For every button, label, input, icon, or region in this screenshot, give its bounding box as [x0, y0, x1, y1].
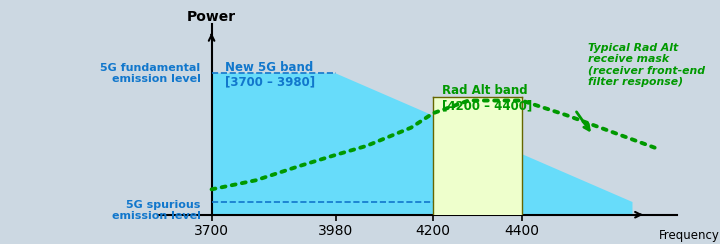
- Text: New 5G band
[3700 – 3980]: New 5G band [3700 – 3980]: [225, 61, 315, 89]
- Text: Power: Power: [187, 10, 236, 24]
- Text: Frequency
(MHz): Frequency (MHz): [659, 229, 720, 244]
- Text: 5G fundamental
emission level: 5G fundamental emission level: [100, 62, 200, 84]
- Polygon shape: [433, 97, 522, 215]
- Text: Rad Alt band
[4200 – 4400]: Rad Alt band [4200 – 4400]: [442, 84, 532, 112]
- Text: 5G spurious
emission level: 5G spurious emission level: [112, 200, 200, 221]
- Polygon shape: [212, 73, 632, 215]
- Text: Typical Rad Alt
receive mask
(receiver front-end
filter response): Typical Rad Alt receive mask (receiver f…: [588, 42, 705, 87]
